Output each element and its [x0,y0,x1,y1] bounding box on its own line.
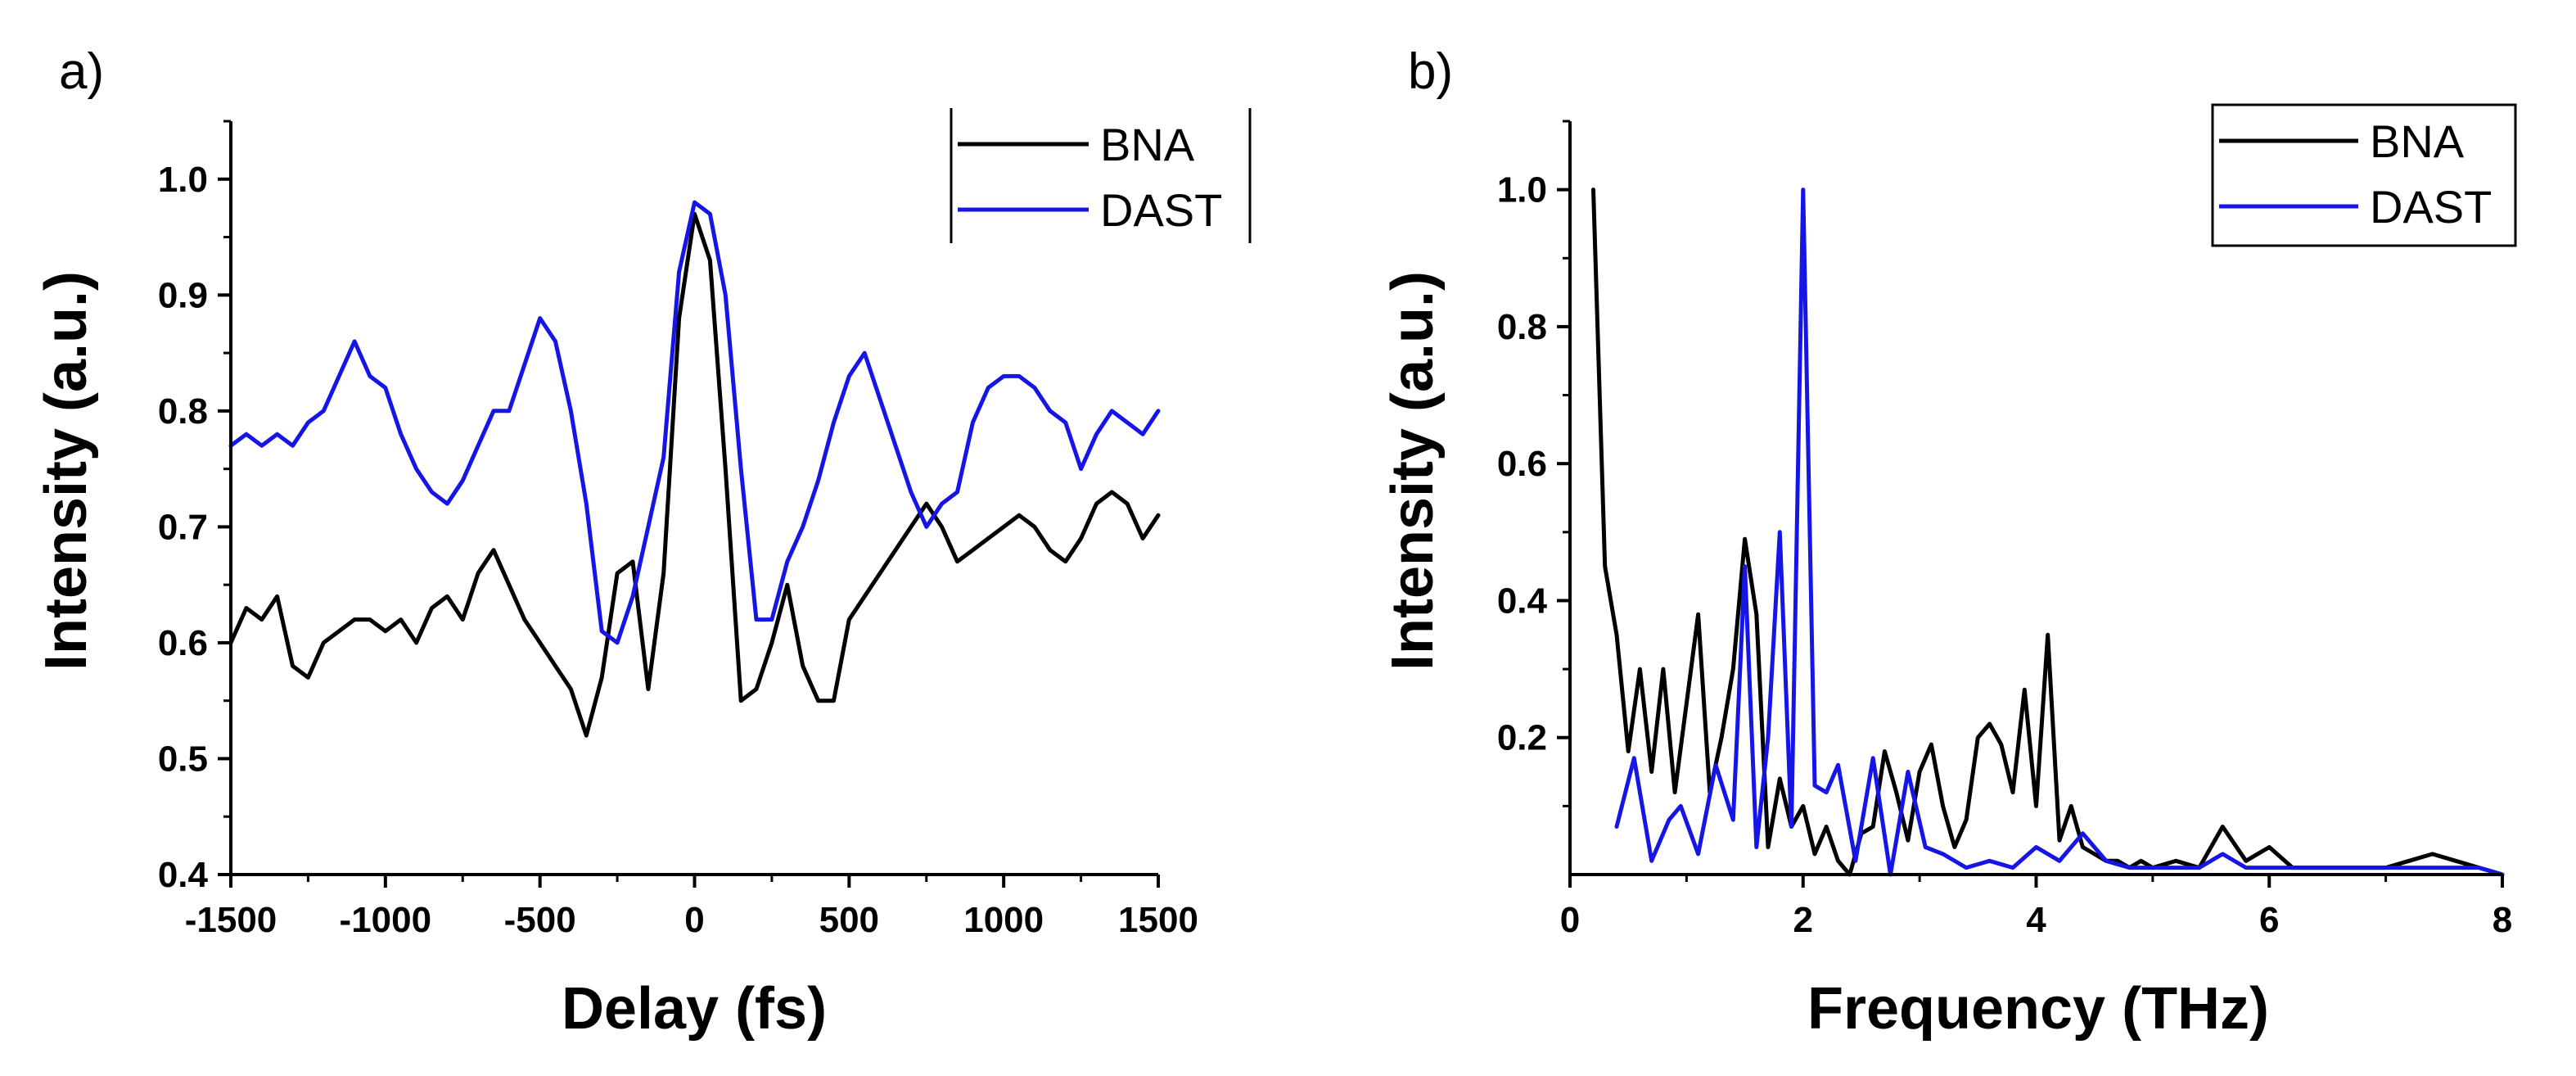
panel-a-ticks: -1500 -1000 -500 0 500 1000 1500 0.4 0.5 0.6 0.7 0.… [158,120,1198,940]
panel-b-label: b) [1408,43,1453,100]
panel-a-x-tick-label: -1000 [340,900,432,940]
panel-a-y-tick-label: 0.4 [158,855,209,895]
panel-a-x-tick-label: 500 [819,900,879,940]
panel-a-legend: BNA DAST [950,108,1252,243]
panel-a-label: a) [59,43,104,100]
panel-b-plot-area [1591,188,2505,877]
panel-b-y-tick-label: 0.4 [1497,581,1548,621]
panel-a-x-tick-label: -500 [504,900,576,940]
panel-b-y-tick-label: 1.0 [1497,170,1547,210]
panel-a-legend-label-bna: BNA [1100,119,1195,170]
panel-a-y-tick-label: 0.8 [158,391,208,432]
panel-b-legend: BNA DAST [2211,103,2517,247]
panel-b-x-tick-label: 0 [1560,900,1580,940]
panel-b-x-tick-label: 2 [1793,900,1813,940]
panel-b-chart: b) 0 2 4 6 8 0.2 0.4 0.6 0.8 1.0 BNA DAST Frequenc… [1380,43,2517,1042]
panel-b-series-dast-line [1614,188,2505,877]
panel-b-x-tick-label: 8 [2493,900,2512,940]
panel-a-series-dast-line [228,200,1161,645]
panel-b-y-tick-label: 0.6 [1497,444,1547,484]
panel-a-y-tick-label: 0.7 [158,507,208,547]
panel-a-y-axis-title: Intensity (a.u.) [34,271,99,671]
panel-b-legend-label-dast: DAST [2370,181,2492,233]
panel-a-chart: a) -1500 -1000 -500 0 500 1000 1500 0.4 0.5 0.6 0.… [34,43,1252,1042]
panel-b-x-tick-label: 6 [2259,900,2279,940]
panel-b-y-tick-label: 0.8 [1497,307,1547,347]
panel-b-y-axis-title: Intensity (a.u.) [1380,271,1446,671]
panel-b-y-tick-label: 0.2 [1497,718,1547,758]
panel-a-series-bna-line [228,211,1161,738]
panel-b-series-bna-line [1591,188,2505,877]
panel-a-x-axis-title: Delay (fs) [562,976,827,1042]
panel-a-legend-label-dast: DAST [1100,184,1222,236]
panel-a-y-tick-label: 0.9 [158,275,208,315]
panel-a-plot-area [228,200,1161,738]
panel-a-y-tick-label: 0.6 [158,623,208,663]
panel-a-x-tick-label: 1000 [963,900,1044,940]
panel-b-x-tick-label: 4 [2026,900,2046,940]
panel-a-x-tick-label: 0 [684,900,704,940]
panel-a-x-tick-label: 1500 [1118,900,1198,940]
panel-a-x-tick-label: -1500 [185,900,277,940]
panel-a-y-tick-label: 1.0 [158,160,208,200]
panel-b-x-axis-title: Frequency (THz) [1807,976,2269,1042]
panel-a-axes [229,121,1158,876]
panel-b-legend-frame [2211,103,2517,247]
panel-b-legend-label-bna: BNA [2370,115,2465,167]
panel-a-y-tick-label: 0.5 [158,739,208,779]
panel-b-ticks: 0 2 4 6 8 0.2 0.4 0.6 0.8 1.0 [1497,120,2512,940]
